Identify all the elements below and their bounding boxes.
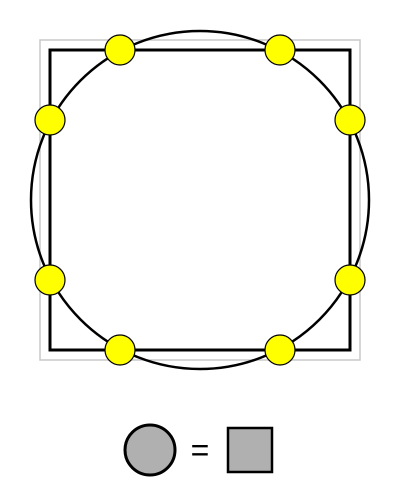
intersection-point-bottom-left bbox=[104, 334, 136, 366]
legend-circle-icon bbox=[123, 423, 177, 477]
circle-shape bbox=[29, 29, 371, 371]
intersection-points bbox=[34, 34, 366, 366]
intersection-point-right-top bbox=[334, 104, 366, 136]
inner-square bbox=[48, 48, 352, 352]
equation-legend: = bbox=[123, 423, 274, 477]
equals-sign: = bbox=[191, 432, 210, 468]
outer-bounding-square bbox=[39, 39, 361, 361]
intersection-point-bottom-right bbox=[264, 334, 296, 366]
intersection-point-left-top bbox=[34, 104, 66, 136]
intersection-point-top-left bbox=[104, 34, 136, 66]
intersection-point-top-right bbox=[264, 34, 296, 66]
intersection-point-right-bottom bbox=[334, 264, 366, 296]
legend-square-icon bbox=[226, 426, 274, 474]
intersection-point-left-bottom bbox=[34, 264, 66, 296]
